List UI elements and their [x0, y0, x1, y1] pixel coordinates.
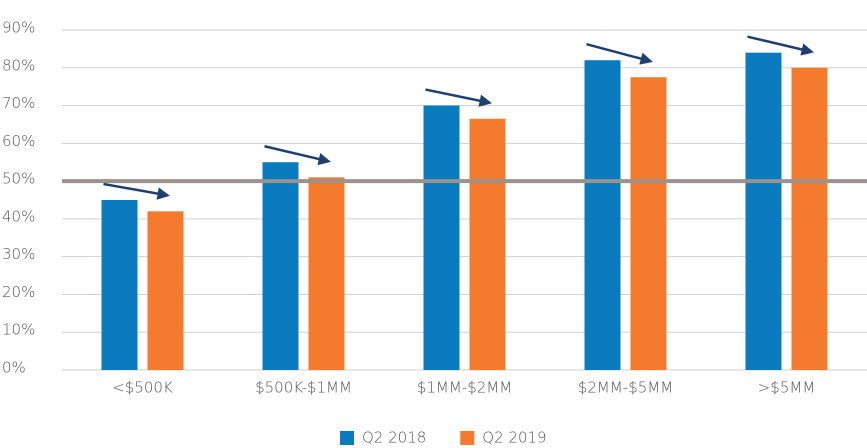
trend-arrow	[264, 145, 331, 166]
bar	[791, 67, 828, 371]
y-tick-label: 50%	[2, 170, 35, 188]
trend-arrow	[586, 43, 653, 65]
bar	[423, 105, 460, 371]
y-tick-label: 70%	[2, 94, 35, 112]
bar	[745, 52, 782, 371]
trend-arrow	[103, 182, 170, 200]
y-tick-label: 30%	[2, 245, 35, 263]
y-tick-label: 80%	[2, 56, 35, 74]
bar	[630, 77, 667, 370]
y-tick-label: 60%	[2, 132, 35, 150]
legend-swatch	[340, 431, 354, 445]
x-tick-label: $2MM-$5MM	[578, 379, 673, 397]
bar	[101, 200, 138, 370]
x-tick-label: >$5MM	[758, 379, 816, 397]
y-tick-label: 40%	[2, 207, 35, 225]
x-tick-label: $1MM-$2MM	[417, 379, 512, 397]
bar	[469, 118, 506, 371]
y-tick-label: 20%	[2, 283, 35, 301]
x-tick-label: $500K-$1MM	[255, 379, 352, 397]
bar	[147, 211, 184, 370]
trend-arrow	[425, 88, 492, 107]
bar	[262, 162, 299, 370]
bar	[308, 177, 345, 370]
trend-arrow	[747, 35, 814, 56]
bar	[584, 60, 621, 370]
y-tick-label: 0%	[2, 359, 26, 377]
legend-swatch	[460, 431, 475, 445]
y-tick-label: 90%	[2, 19, 35, 37]
x-tick-label: <$500K	[112, 379, 173, 397]
legend-label: Q2 2018	[362, 429, 426, 447]
legend-label: Q2 2019	[482, 429, 546, 447]
y-tick-label: 10%	[2, 321, 35, 339]
